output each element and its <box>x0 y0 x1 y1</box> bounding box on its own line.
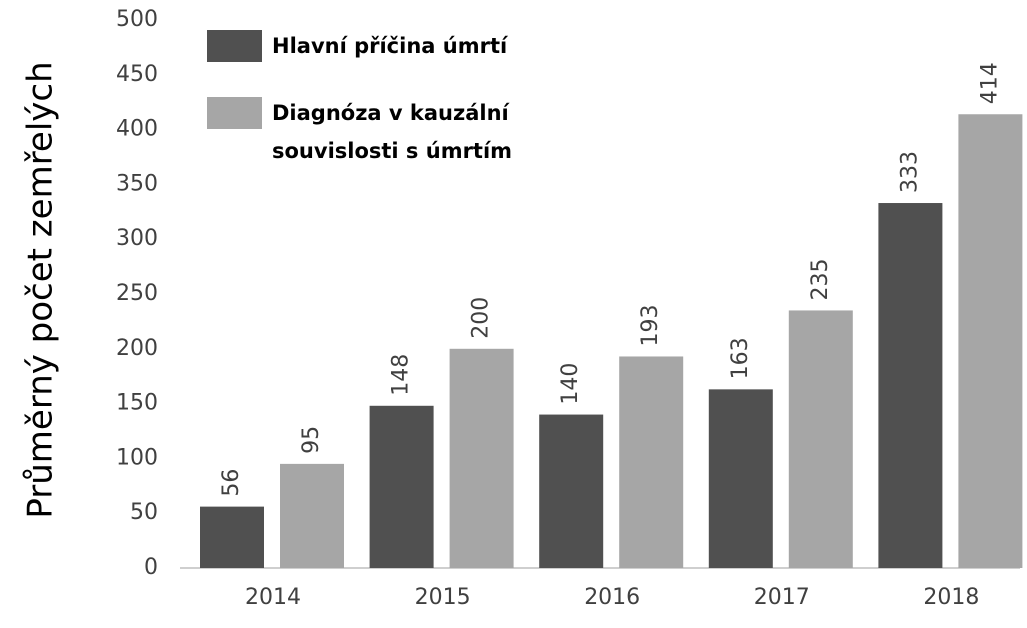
value-label: 414 <box>977 62 1002 104</box>
bar <box>200 506 264 568</box>
x-tick-label: 2014 <box>245 585 301 610</box>
y-tick-label: 250 <box>116 281 158 306</box>
y-tick-label: 500 <box>116 7 158 32</box>
value-label: 56 <box>219 469 244 497</box>
bar <box>878 203 943 569</box>
bar <box>708 389 773 568</box>
y-tick-label: 400 <box>116 117 158 142</box>
y-tick-label: 150 <box>116 391 158 416</box>
legend-swatch <box>207 30 262 62</box>
bar <box>788 310 853 568</box>
value-label: 333 <box>897 151 922 193</box>
value-label: 140 <box>558 363 583 405</box>
y-tick-label: 450 <box>116 62 158 87</box>
value-label: 200 <box>469 297 494 339</box>
value-label: 95 <box>299 426 324 454</box>
y-tick-label: 200 <box>116 336 158 361</box>
value-label: 235 <box>808 258 833 300</box>
bar <box>369 405 434 568</box>
y-tick-label: 0 <box>144 555 158 580</box>
legend-label: Diagnóza v kauzální souvislosti s úmrtím <box>272 101 513 163</box>
bar <box>539 414 604 568</box>
x-tick-label: 2018 <box>923 585 979 610</box>
bar <box>619 356 684 568</box>
y-tick-label: 100 <box>116 445 158 470</box>
y-tick-label: 50 <box>130 500 158 525</box>
y-axis-label: Průměrný počet zemřelých <box>21 61 61 518</box>
legend-label: Hlavní příčina úmrtí <box>272 34 508 58</box>
bar <box>280 463 344 568</box>
x-tick-label: 2015 <box>415 585 471 610</box>
x-tick-label: 2017 <box>754 585 810 610</box>
value-label: 148 <box>389 354 414 396</box>
y-tick-label: 350 <box>116 171 158 196</box>
value-label: 193 <box>638 304 663 346</box>
x-tick-label: 2016 <box>584 585 640 610</box>
value-label: 163 <box>728 337 753 379</box>
bar <box>958 114 1023 569</box>
bar <box>449 348 514 568</box>
legend-swatch <box>207 97 262 129</box>
y-tick-label: 300 <box>116 226 158 251</box>
